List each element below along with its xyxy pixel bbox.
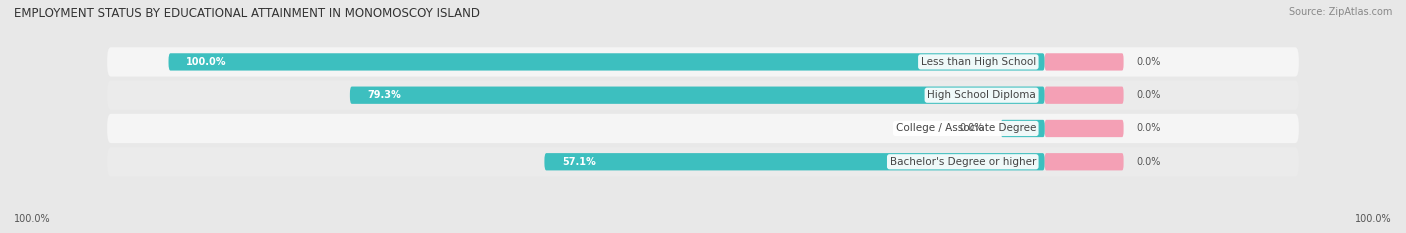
Text: Less than High School: Less than High School: [921, 57, 1036, 67]
FancyBboxPatch shape: [1045, 153, 1123, 170]
Text: 100.0%: 100.0%: [1355, 214, 1392, 224]
FancyBboxPatch shape: [1045, 53, 1123, 71]
FancyBboxPatch shape: [1045, 120, 1123, 137]
Text: 0.0%: 0.0%: [1136, 90, 1161, 100]
Text: 0.0%: 0.0%: [1136, 157, 1161, 167]
Text: 100.0%: 100.0%: [186, 57, 226, 67]
Text: 0.0%: 0.0%: [1136, 57, 1161, 67]
Text: EMPLOYMENT STATUS BY EDUCATIONAL ATTAINMENT IN MONOMOSCOY ISLAND: EMPLOYMENT STATUS BY EDUCATIONAL ATTAINM…: [14, 7, 479, 20]
Text: 0.0%: 0.0%: [1136, 123, 1161, 134]
FancyBboxPatch shape: [350, 86, 1045, 104]
FancyBboxPatch shape: [1045, 86, 1123, 104]
FancyBboxPatch shape: [544, 153, 1045, 170]
Text: Bachelor's Degree or higher: Bachelor's Degree or higher: [890, 157, 1036, 167]
FancyBboxPatch shape: [169, 53, 1045, 71]
Text: High School Diploma: High School Diploma: [927, 90, 1036, 100]
FancyBboxPatch shape: [107, 147, 1299, 176]
Text: 79.3%: 79.3%: [367, 90, 401, 100]
Text: 100.0%: 100.0%: [14, 214, 51, 224]
FancyBboxPatch shape: [107, 81, 1299, 110]
FancyBboxPatch shape: [107, 114, 1299, 143]
Text: 0.0%: 0.0%: [959, 123, 983, 134]
Text: Source: ZipAtlas.com: Source: ZipAtlas.com: [1288, 7, 1392, 17]
FancyBboxPatch shape: [107, 47, 1299, 77]
FancyBboxPatch shape: [1001, 120, 1045, 137]
Text: 57.1%: 57.1%: [562, 157, 596, 167]
Text: College / Associate Degree: College / Associate Degree: [896, 123, 1036, 134]
